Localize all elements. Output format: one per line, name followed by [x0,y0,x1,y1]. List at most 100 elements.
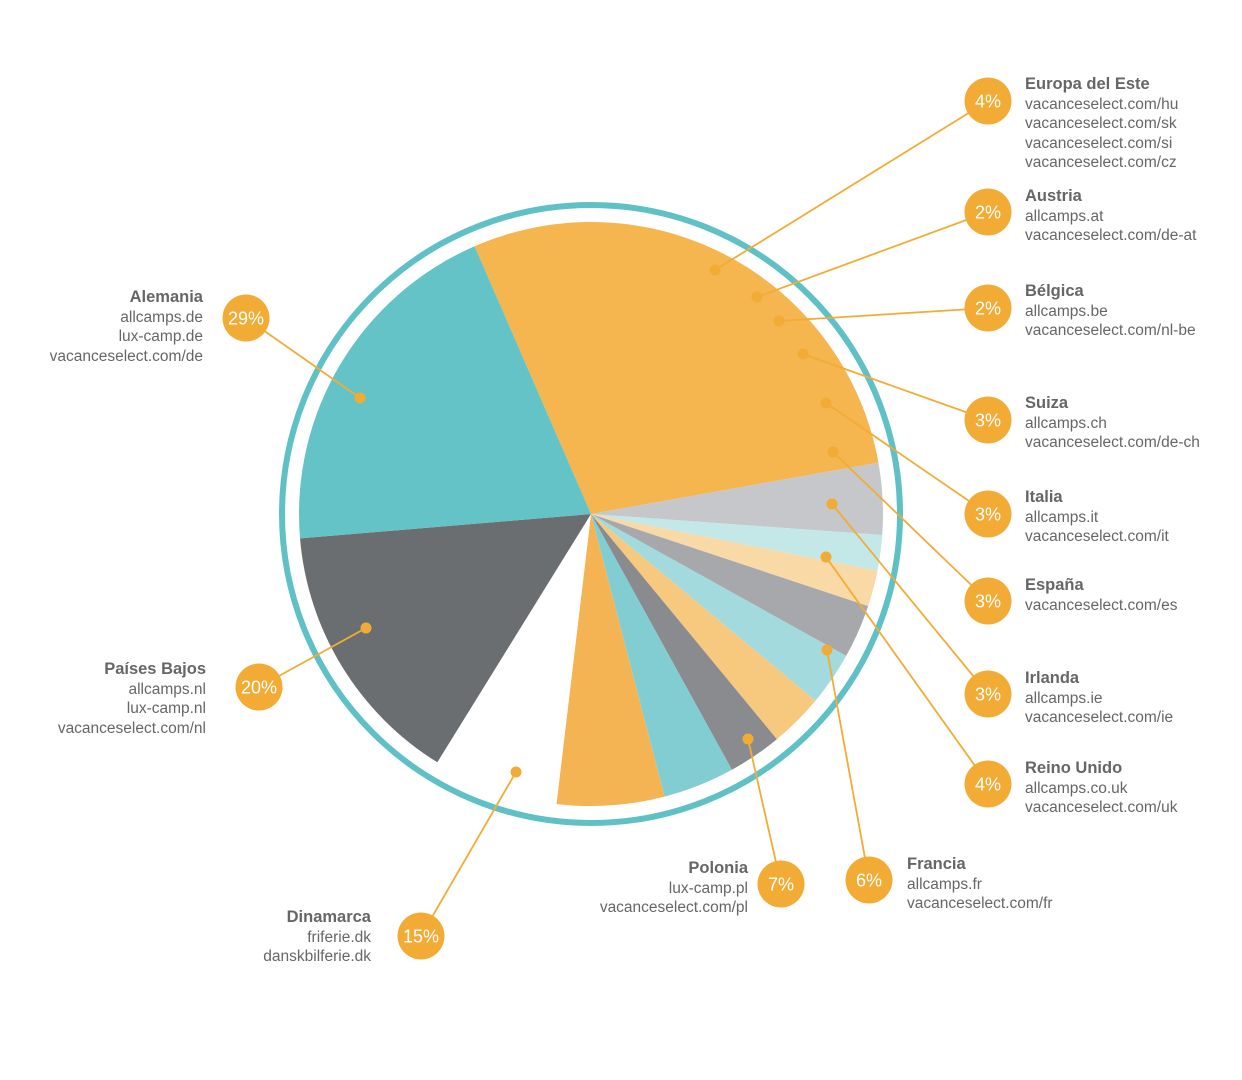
slice-irlanda [591,514,777,770]
site-url: allcamps.at [1025,207,1104,225]
pct-label-reino-unido: 4% [975,775,1001,795]
country-name: Reino Unido [1025,759,1123,777]
pct-label-austria: 2% [975,203,1001,223]
slice-espana [591,514,816,740]
country-name: Francia [907,855,966,873]
leader-dot-reino-unido [820,551,832,563]
slice-alemania [474,222,879,514]
leader-dot-francia [821,644,833,656]
leader-dot-dinamarca [510,766,522,778]
slice-europa-del-este [591,462,883,535]
label-reino-unido: Reino Unido allcamps.co.uk vacanceselect.c… [1025,759,1178,818]
site-url: allcamps.ie [1025,689,1103,707]
slice-dinamarca [300,514,591,763]
pct-label-belgica: 2% [975,299,1001,319]
pct-label-suiza: 3% [975,411,1001,431]
country-name: Alemania [129,288,203,306]
pct-label-dinamarca: 15% [403,927,439,947]
leader-line-belgica [778,307,989,322]
country-name: Italia [1025,488,1063,506]
leader-line-reino-unido [825,556,989,785]
site-url: vacanceselect.com/sk [1025,115,1177,132]
country-name: Europa del Este [1025,75,1150,93]
leader-dot-italia [820,397,832,409]
site-url: vacanceselect.com/uk [1025,799,1178,816]
country-name: Dinamarca [286,908,371,926]
site-url: lux-camp.nl [126,700,206,717]
site-url: vacanceselect.com/de [49,347,203,365]
country-name: Austria [1025,187,1082,205]
slice-austria [591,514,883,571]
pct-badge-belgica [964,284,1012,332]
site-url: vacanceselect.com/fr [907,895,1053,912]
leader-dot-alemania [354,392,366,404]
pct-badge-italia [964,490,1012,538]
pct-label-paises-bajos: 20% [241,678,277,698]
label-belgica: Bélgica allcamps.be vacanceselect.com/nl-b… [1025,282,1196,341]
pct-label-espana: 3% [975,592,1001,612]
site-url: vacanceselect.com/de-at [1025,227,1197,244]
site-url: allcamps.it [1025,508,1099,526]
label-irlanda: Irlanda allcamps.ie vacanceselect.com/ie [1025,669,1173,728]
country-name: Países Bajos [104,660,206,678]
leader-dot-belgica [773,315,785,327]
leader-line-austria [756,211,989,298]
slice-belgica [591,514,878,607]
leader-dot-paises-bajos [360,622,372,634]
leader-line-irlanda [831,503,989,695]
leader-dot-espana [827,446,839,458]
pct-badge-irlanda [964,670,1012,718]
label-alemania: Alemania allcamps.de lux-camp.de vacancesel… [50,288,203,366]
pct-label-irlanda: 3% [975,685,1001,705]
label-francia: Francia allcamps.fr vacanceselect.com/fr [907,855,1053,914]
site-url: vacanceselect.com/ie [1025,709,1174,726]
site-url: vacanceselect.com/hu [1025,95,1179,113]
leader-line-italia [825,402,989,515]
site-url: vacanceselect.com/nl [57,719,206,737]
site-url: allcamps.de [120,308,203,326]
site-url: allcamps.fr [907,875,982,893]
leader-dot-irlanda [826,498,838,510]
pct-badge-francia [845,856,893,904]
leader-line-espana [832,451,989,602]
pct-badge-dinamarca [397,912,445,960]
country-name: Bélgica [1025,282,1084,300]
site-url: vacanceselect.com/de-ch [1025,434,1200,451]
outer-ring [279,202,903,826]
site-url: vacanceselect.com/es [1025,596,1178,614]
site-url: allcamps.co.uk [1025,779,1128,797]
site-url: allcamps.nl [128,680,206,698]
slice-polonia [437,514,591,804]
pct-label-alemania: 29% [228,309,264,329]
country-name: Irlanda [1025,669,1080,687]
leader-line-europa-del-este [714,100,989,271]
label-dinamarca: Dinamarca friferie.dk danskbilferie.dk [263,908,371,967]
pct-badge-europa-del-este [964,77,1012,125]
site-url: vacanceselect.com/si [1025,134,1173,152]
site-url: vacanceselect.com/pl [599,899,748,916]
slice-paises-bajos [299,246,591,539]
slice-suiza [591,514,869,656]
site-url: vacanceselect.com/nl-be [1025,322,1196,339]
pct-label-francia: 6% [856,871,882,891]
leader-dot-europa-del-este [709,264,721,276]
leader-dot-suiza [797,348,809,360]
label-italia: Italia allcamps.it vacanceselect.com/it [1025,488,1169,547]
pct-badge-alemania [222,294,270,342]
site-url: allcamps.ch [1025,414,1107,432]
pct-label-europa-del-este: 4% [975,92,1001,112]
slice-reino-unido [591,514,732,797]
site-url: allcamps.be [1025,302,1108,320]
label-polonia: Polonia lux-camp.pl vacanceselect.com/pl [600,859,748,918]
site-url: vacanceselect.com/cz [1025,154,1177,171]
pct-label-polonia: 7% [768,875,794,895]
slice-italia [591,514,847,701]
leader-line-dinamarca [420,771,517,937]
pct-badge-paises-bajos [235,663,283,711]
label-paises-bajos: Países Bajos allcamps.nl lux-camp.nl vacanc… [58,660,206,738]
site-url: lux-camp.de [118,328,203,345]
leader-dot-polonia [742,733,754,745]
slice-francia [556,514,665,807]
pct-label-italia: 3% [975,505,1001,525]
